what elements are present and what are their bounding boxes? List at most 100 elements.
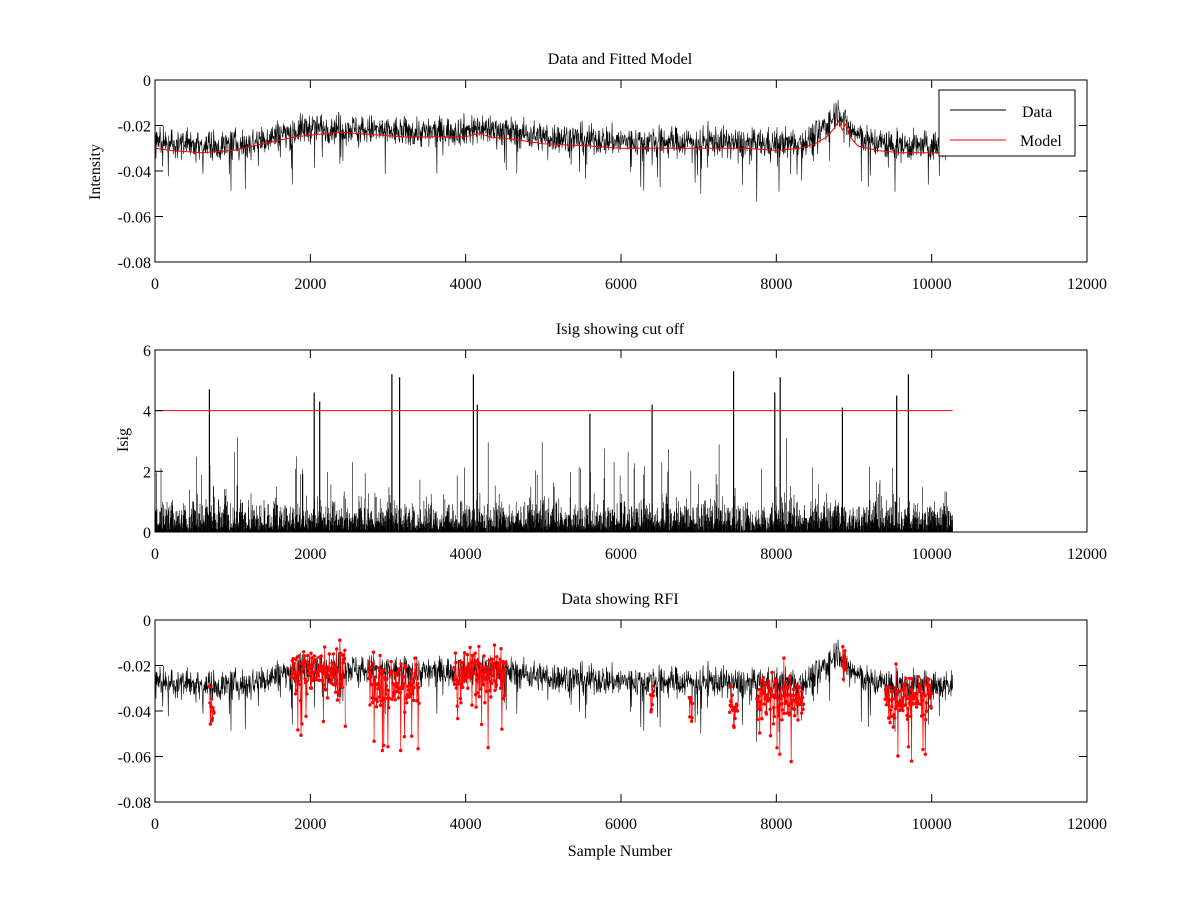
panel1-ylabel: Intensity	[87, 144, 104, 200]
rfi-point	[391, 694, 396, 698]
rfi-point	[497, 670, 502, 674]
rfi-point	[389, 659, 393, 664]
rfi-point	[503, 693, 507, 698]
rfi-point	[304, 679, 309, 684]
rfi-point	[922, 682, 927, 686]
rfi-point	[333, 666, 337, 671]
rfi-point	[210, 716, 215, 721]
data-series-line	[154, 639, 953, 742]
rfi-point	[921, 747, 925, 752]
rfi-point	[381, 668, 385, 672]
rfi-point	[325, 696, 330, 700]
rfi-point	[906, 745, 911, 749]
rfi-point	[490, 657, 494, 661]
rfi-point	[476, 673, 481, 678]
rfi-point	[890, 704, 894, 709]
rfi-point	[329, 672, 334, 677]
rfi-point	[796, 718, 800, 722]
rfi-point	[466, 670, 470, 674]
rfi-point	[371, 661, 375, 666]
rfi-point	[844, 666, 848, 670]
rfi-point	[368, 673, 373, 677]
rfi-point	[370, 682, 374, 687]
rfi-point	[378, 703, 383, 708]
rfi-point	[309, 651, 313, 655]
rfi-point	[416, 685, 421, 690]
rfi-point	[730, 704, 734, 709]
rfi-point	[334, 678, 338, 682]
rfi-point	[795, 693, 799, 697]
rfi-point	[913, 694, 917, 699]
rfi-point	[485, 689, 489, 694]
rfi-point	[379, 698, 383, 703]
rfi-point	[395, 689, 399, 694]
rfi-point	[491, 665, 495, 669]
rfi-point	[735, 703, 739, 708]
rfi-point	[730, 693, 734, 697]
x-tick-label: 6000	[605, 276, 637, 293]
rfi-point	[906, 706, 910, 711]
rfi-point	[330, 670, 335, 674]
rfi-point	[783, 688, 787, 692]
rfi-point	[890, 689, 895, 693]
rfi-point	[305, 692, 309, 696]
rfi-point	[462, 651, 467, 655]
rfi-point	[368, 703, 372, 707]
rfi-region	[452, 643, 508, 750]
rfi-point	[651, 693, 655, 698]
rfi-point	[322, 666, 326, 671]
rfi-point	[376, 681, 380, 686]
y-tick-label: -0.08	[118, 795, 151, 812]
isig-peaks	[208, 371, 909, 532]
rfi-point	[410, 692, 415, 696]
rfi-point	[341, 653, 346, 657]
x-tick-label: 6000	[605, 816, 637, 833]
rfi-point	[793, 714, 797, 718]
rfi-point	[390, 669, 395, 673]
rfi-point	[766, 679, 770, 683]
rfi-point	[780, 708, 785, 712]
rfi-point	[772, 714, 776, 719]
rfi-point	[372, 739, 376, 743]
rfi-point	[916, 701, 920, 706]
rfi-point	[296, 679, 300, 684]
rfi-point	[377, 685, 381, 689]
rfi-point	[905, 717, 910, 721]
rfi-point	[923, 752, 927, 756]
rfi-point	[788, 674, 792, 678]
rfi-point	[463, 678, 467, 683]
rfi-point	[887, 698, 892, 702]
rfi-point	[412, 676, 417, 680]
rfi-point	[782, 656, 786, 660]
rfi-point	[334, 690, 338, 694]
rfi-point	[729, 699, 733, 703]
panel-isig: Isig showing cut off Isig 0 2000 4000 6000 8…	[115, 321, 1107, 563]
rfi-point	[755, 717, 760, 722]
rfi-region	[289, 638, 347, 737]
rfi-point	[777, 704, 781, 708]
rfi-point	[394, 673, 398, 678]
x-tick-label: 12000	[1067, 276, 1107, 293]
rfi-point	[496, 661, 500, 665]
rfi-point	[689, 695, 693, 700]
rfi-point	[498, 657, 502, 661]
rfi-point	[396, 696, 401, 700]
rfi-point	[757, 687, 761, 692]
rfi-point	[335, 681, 339, 685]
rfi-point	[795, 696, 799, 701]
rfi-point	[487, 670, 492, 674]
rfi-point	[292, 676, 296, 681]
panel1-axes: 0 2000 4000 6000 8000 10000 12000 -0.08 -0.06 -0.…	[118, 73, 1107, 293]
rfi-point	[482, 654, 486, 658]
rfi-point	[479, 722, 484, 727]
legend-box	[938, 89, 1076, 157]
rfi-point	[785, 700, 789, 704]
rfi-point	[927, 677, 931, 681]
rfi-point	[382, 698, 387, 702]
rfi-point	[295, 689, 299, 693]
rfi-point	[893, 686, 897, 690]
rfi-point	[493, 688, 497, 692]
rfi-point	[499, 685, 504, 689]
panel3-title: Data showing RFI	[561, 591, 678, 608]
rfi-point	[728, 710, 732, 714]
